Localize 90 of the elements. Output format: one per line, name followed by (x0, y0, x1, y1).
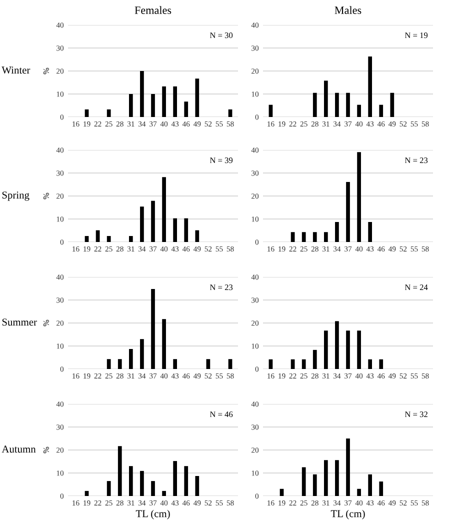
bar (335, 460, 339, 496)
annotation: N = 39 (210, 158, 233, 164)
bar (324, 330, 328, 369)
bar (173, 86, 178, 117)
bar (195, 78, 200, 117)
bar (84, 236, 89, 242)
bar (346, 182, 350, 242)
bar (151, 94, 155, 117)
bar (379, 104, 384, 117)
chart-title: Males (334, 6, 362, 14)
bar (390, 92, 394, 117)
bar (357, 104, 361, 117)
bar (128, 466, 133, 496)
annotation: N = 24 (404, 284, 428, 290)
bar (206, 359, 210, 369)
bar (324, 80, 328, 117)
bar (173, 461, 178, 496)
bar (151, 481, 155, 496)
bar (346, 92, 350, 117)
text: Winter (2, 66, 30, 74)
bar (357, 330, 361, 369)
bar (140, 71, 144, 117)
annotation: N = 30 (210, 32, 233, 38)
bar (368, 359, 372, 369)
bar (106, 109, 111, 117)
bar (195, 476, 200, 496)
x-axis-title: TL (cm) (330, 510, 365, 520)
bar (106, 481, 111, 496)
bar (106, 359, 111, 369)
bar (140, 470, 144, 496)
bar (128, 348, 133, 369)
bar (173, 359, 178, 369)
y-axis-title: % (43, 446, 49, 454)
bar (151, 288, 155, 369)
bar (368, 56, 372, 117)
bar (357, 152, 361, 242)
text: Summer (2, 318, 37, 326)
bar (162, 177, 166, 242)
bar (312, 350, 317, 369)
bar (346, 438, 350, 496)
bar (324, 232, 328, 242)
bar (128, 236, 133, 242)
bar (106, 236, 111, 242)
bar (162, 319, 166, 369)
bar (173, 218, 178, 242)
bar (228, 109, 232, 117)
annotation: N = 23 (404, 158, 428, 164)
bar (357, 488, 361, 496)
bar (184, 218, 188, 242)
bar (140, 339, 144, 369)
bar (312, 232, 317, 242)
x-axis-title: TL (cm) (136, 510, 170, 520)
bar (151, 200, 155, 242)
annotation: N = 46 (210, 412, 233, 418)
bar (346, 330, 350, 369)
annotation: N = 23 (210, 284, 233, 290)
bar (162, 86, 166, 117)
bar (302, 467, 306, 496)
bar (184, 466, 188, 496)
bar (368, 474, 372, 496)
bar (379, 482, 384, 496)
bar (118, 359, 122, 369)
annotation: N = 32 (404, 412, 428, 418)
y-axis-title: % (43, 68, 49, 74)
text: Autumn (2, 446, 36, 453)
bar (312, 92, 317, 117)
bar (335, 321, 339, 369)
bar (302, 359, 306, 369)
bar (228, 359, 232, 369)
bar (184, 102, 188, 117)
bar (324, 460, 328, 496)
bar (162, 490, 166, 496)
bar (335, 92, 339, 117)
bar (128, 94, 133, 117)
bar (302, 232, 306, 242)
bar (84, 109, 89, 117)
bar (290, 232, 295, 242)
bar (335, 222, 339, 242)
bar (84, 490, 89, 496)
bar (312, 474, 317, 496)
bar (368, 222, 372, 242)
y-axis-title: % (43, 320, 49, 326)
y-axis-title: % (43, 192, 49, 200)
bar (379, 359, 384, 369)
bar (140, 206, 144, 242)
annotation: N = 19 (404, 32, 428, 38)
chart-title: Females (134, 6, 172, 14)
bar (118, 446, 122, 496)
bar (195, 230, 200, 242)
text: Spring (2, 192, 30, 201)
